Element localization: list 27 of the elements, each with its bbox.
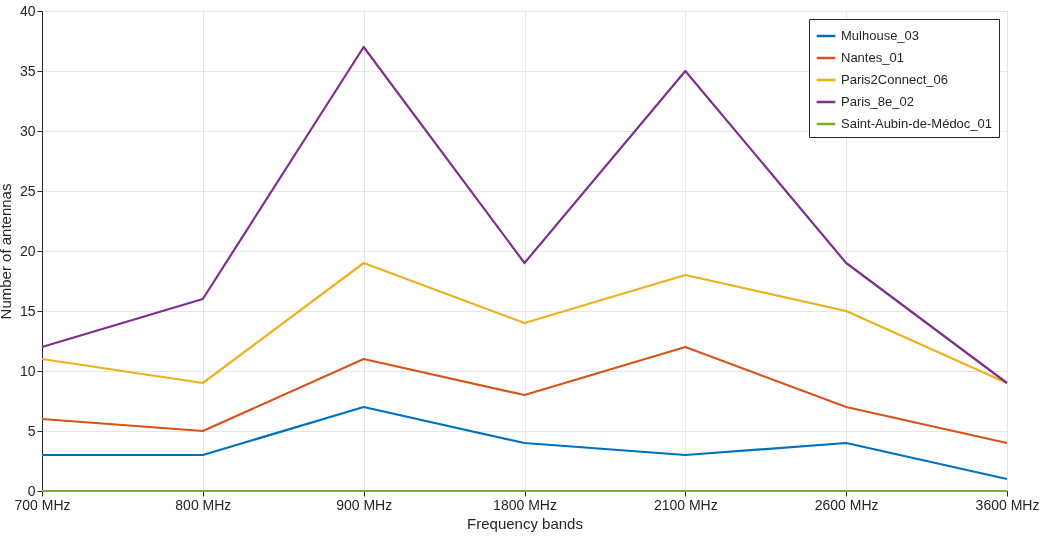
legend-label: Paris2Connect_06 [841, 72, 948, 87]
y-axis-title: Number of antennas [0, 183, 14, 320]
x-tick-label: 900 MHz [336, 496, 393, 513]
legend-label: Saint-Aubin-de-Médoc_01 [841, 116, 993, 131]
line-series [40, 405, 1009, 481]
x-tick-label: 2600 MHz [814, 496, 879, 513]
line-series [40, 45, 1009, 385]
legend-label: Mulhouse_03 [841, 28, 920, 43]
legend-label: Paris_8e_02 [841, 94, 914, 109]
x-tick-label: 2100 MHz [653, 496, 718, 513]
x-axis-title: Frequency bands [467, 514, 583, 532]
x-tick-label: 3600 MHz [975, 496, 1040, 513]
y-tick-label: 0 [27, 482, 36, 499]
y-tick-label: 40 [19, 2, 36, 19]
x-tick-label: 800 MHz [175, 496, 232, 513]
line-series [40, 345, 1009, 445]
y-tick-label: 10 [19, 362, 36, 379]
y-tick-label: 25 [19, 182, 36, 199]
legend-label: Nantes_01 [841, 50, 904, 65]
x-tick-label: 1800 MHz [493, 496, 557, 513]
x-tick-label: 700 MHz [14, 496, 71, 513]
y-tick-label: 30 [19, 122, 36, 139]
line-series [40, 261, 1009, 385]
y-tick-label: 15 [19, 302, 36, 319]
y-tick-label: 35 [19, 62, 36, 79]
y-tick-label: 20 [19, 242, 36, 259]
y-tick-label: 5 [27, 422, 36, 439]
